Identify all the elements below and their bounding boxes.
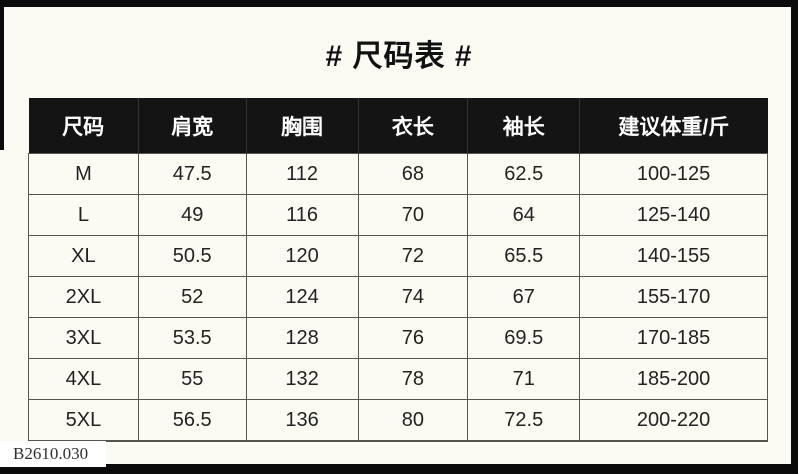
table-cell: 128 (245, 317, 359, 359)
table-cell: 116 (245, 194, 359, 236)
table-cell: 125-140 (579, 194, 768, 236)
watermark-text: B2610.030 (13, 444, 89, 463)
table-cell: 67 (467, 276, 581, 318)
size-table: 尺码 肩宽 胸围 衣长 袖长 建议体重/斤 M 47.5 112 68 62.5… (28, 98, 768, 442)
frame-edge-top (0, 0, 798, 7)
table-cell: 65.5 (467, 235, 581, 277)
table-cell: 120 (245, 235, 359, 277)
table-cell: 74 (357, 276, 469, 318)
size-label-cell: 3XL (28, 317, 139, 359)
header-shoulder-width: 肩宽 (137, 98, 247, 154)
table-cell: 72 (357, 235, 469, 277)
table-cell: 124 (245, 276, 359, 318)
header-size: 尺码 (28, 98, 139, 154)
header-chest: 胸围 (245, 98, 358, 154)
table-cell: 49 (137, 194, 247, 236)
table-cell: 56.5 (137, 399, 247, 442)
header-sleeve-length: 袖长 (467, 98, 580, 154)
size-label-cell: L (28, 194, 139, 236)
table-cell: 80 (357, 399, 469, 442)
table-cell: 140-155 (579, 235, 768, 277)
frame-edge-right (791, 0, 798, 474)
table-cell: 70 (357, 194, 469, 236)
watermark-box: B2610.030 (0, 441, 106, 467)
table-row: 3XL 53.5 128 76 69.5 170-185 (28, 317, 768, 359)
table-cell: 132 (245, 358, 359, 400)
size-label-cell: 2XL (28, 276, 139, 318)
table-row: 5XL 56.5 136 80 72.5 200-220 (28, 399, 768, 442)
table-cell: 155-170 (579, 276, 768, 318)
table-row: 2XL 52 124 74 67 155-170 (28, 276, 768, 318)
table-cell: 69.5 (467, 317, 581, 359)
table-cell: 185-200 (579, 358, 768, 400)
table-cell: 136 (245, 399, 359, 442)
table-cell: 170-185 (579, 317, 768, 359)
table-cell: 55 (137, 358, 247, 400)
table-row: 4XL 55 132 78 71 185-200 (28, 358, 768, 400)
table-cell: 53.5 (137, 317, 247, 359)
table-cell: 52 (137, 276, 247, 318)
table-row: XL 50.5 120 72 65.5 140-155 (28, 235, 768, 277)
size-label-cell: 5XL (28, 399, 139, 442)
table-cell: 112 (245, 153, 359, 195)
frame-edge-bottom (0, 464, 798, 474)
table-cell: 47.5 (137, 153, 247, 195)
table-header-row: 尺码 肩宽 胸围 衣长 袖长 建议体重/斤 (28, 98, 768, 154)
size-label-cell: 4XL (28, 358, 139, 400)
table-cell: 71 (467, 358, 581, 400)
size-label-cell: M (28, 153, 139, 195)
table-cell: 50.5 (137, 235, 247, 277)
frame-edge-left (0, 0, 4, 150)
table-row: L 49 116 70 64 125-140 (28, 194, 768, 236)
header-suggested-weight: 建议体重/斤 (579, 98, 768, 154)
table-cell: 72.5 (467, 399, 581, 442)
table-cell: 200-220 (579, 399, 768, 442)
table-cell: 68 (357, 153, 469, 195)
header-garment-length: 衣长 (357, 98, 468, 154)
table-row: M 47.5 112 68 62.5 100-125 (28, 153, 768, 195)
table-cell: 100-125 (579, 153, 768, 195)
size-label-cell: XL (28, 235, 139, 277)
table-cell: 76 (357, 317, 469, 359)
table-cell: 62.5 (467, 153, 581, 195)
table-cell: 78 (357, 358, 469, 400)
table-cell: 64 (467, 194, 581, 236)
page-title: # 尺码表 # (325, 40, 473, 73)
